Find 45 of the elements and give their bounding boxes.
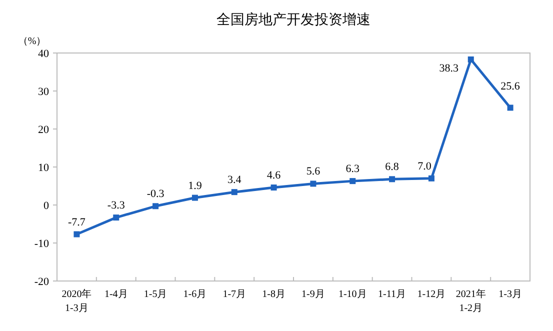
x-tick-label: 1-11月 (378, 289, 406, 300)
x-tick-label: 1-7月 (222, 289, 246, 300)
point (428, 175, 434, 182)
point (389, 176, 396, 182)
y-tick-label: -10 (34, 238, 50, 250)
data-label: 4.6 (266, 170, 282, 182)
data-label: 38.3 (439, 62, 459, 74)
data-label: -0.3 (146, 188, 165, 200)
point (507, 104, 514, 111)
data-label: 3.4 (228, 174, 242, 186)
x-tick-label: 1-8月 (262, 289, 286, 300)
point (270, 184, 277, 191)
chart-title: 全国房地产开发投资增速 (216, 11, 370, 27)
data-label: 1.9 (188, 180, 202, 192)
y-tick-label: 40 (38, 48, 50, 60)
x-tick-label: 1-6月 (183, 289, 207, 300)
point (113, 214, 120, 221)
x-tick-label: 1-12月 (417, 289, 446, 300)
y-tick-label: 0 (44, 200, 50, 212)
point (231, 189, 238, 196)
x-tick-label: 2021年 1-2月 (456, 288, 486, 314)
y-tick-label: 20 (38, 124, 50, 136)
y-tick-label: 10 (38, 162, 50, 174)
data-label: -7.7 (68, 216, 86, 228)
data-label: 6.8 (385, 161, 400, 174)
y-tick-label: 30 (38, 86, 50, 98)
x-tick-label: 1-5月 (144, 289, 168, 300)
data-label: -3.3 (107, 200, 126, 212)
point (310, 180, 316, 187)
data-label: 5.6 (306, 166, 321, 178)
point (468, 56, 474, 62)
x-tick-label: 1-3月 (498, 289, 522, 300)
data-label: 7.0 (418, 160, 432, 172)
point (152, 203, 159, 210)
point (350, 178, 356, 184)
point (74, 231, 80, 238)
point (192, 194, 198, 201)
data-label: 6.3 (346, 163, 360, 176)
x-tick-label: 2020年 1-3月 (62, 288, 92, 314)
y-tick-label: -20 (34, 276, 50, 288)
x-tick-label: 1-10月 (338, 289, 367, 300)
y-axis-title: （%） (18, 36, 46, 47)
x-tick-label: 1-4月 (104, 289, 128, 300)
data-label: 25.6 (500, 80, 520, 93)
x-tick-label: 1-9月 (302, 289, 325, 300)
